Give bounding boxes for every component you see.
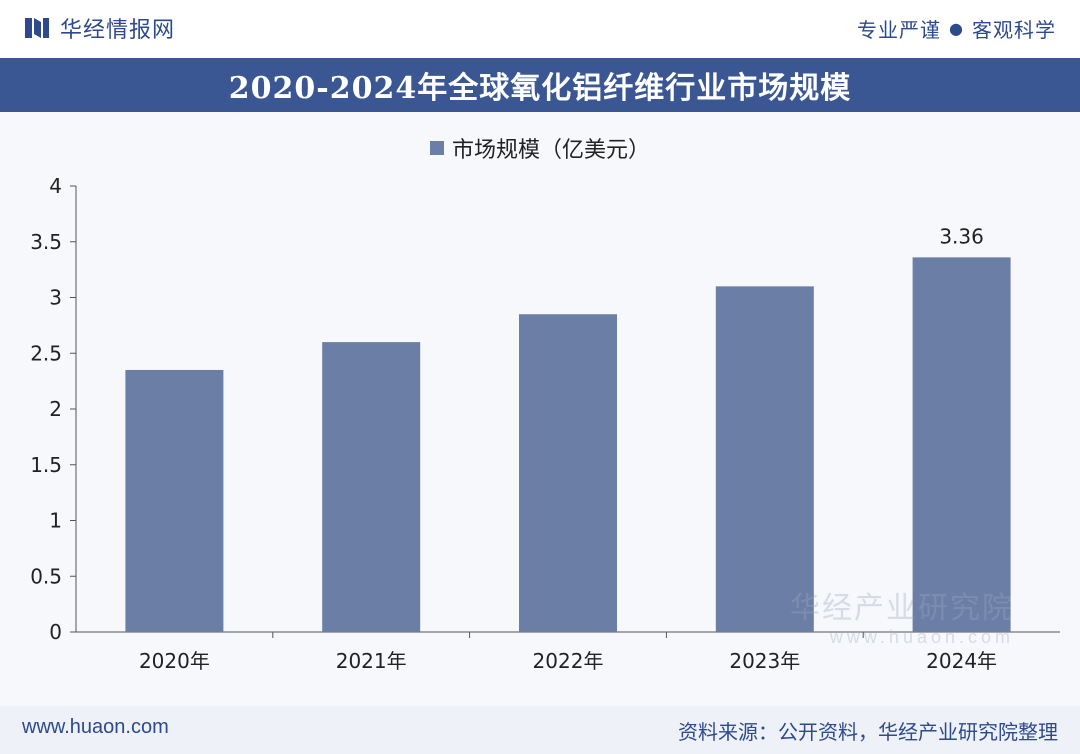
y-tick-label: 2.5 <box>30 341 62 365</box>
title-bar: 2020-2024年全球氧化铝纤维行业市场规模 <box>0 58 1080 112</box>
y-tick-label: 2 <box>49 397 62 421</box>
chart-area: 市场规模（亿美元） 0 0.5 1 1.5 2 2.5 3 3.5 4 2020年 2021年 202… <box>0 112 1080 706</box>
footer: www.huaon.com 资料来源：公开资料，华经产业研究院整理 <box>0 706 1080 754</box>
y-tick-label: 3 <box>49 286 62 310</box>
brand[interactable]: 华经情报网 <box>24 14 176 43</box>
y-tick-label: 0.5 <box>30 564 62 588</box>
legend: 市场规模（亿美元） <box>0 132 1080 164</box>
x-tick-label: 2022年 <box>533 649 604 673</box>
bar-chart: 0 0.5 1 1.5 2 2.5 3 3.5 4 2020年 2021年 2022年 2023年 202… <box>30 174 1060 673</box>
chart-title: 2020-2024年全球氧化铝纤维行业市场规模 <box>228 71 852 106</box>
bar-2 <box>519 314 617 632</box>
slogan: 专业严谨 ● 客观科学 <box>857 14 1056 42</box>
bar-1 <box>322 342 421 632</box>
bar-4 <box>912 257 1011 632</box>
legend-swatch <box>429 141 444 155</box>
slogan-left: 专业严谨 <box>857 17 942 42</box>
y-tick-label: 0 <box>49 620 62 644</box>
legend-label: 市场规模（亿美元） <box>451 138 650 163</box>
y-tick-label: 1 <box>49 509 62 533</box>
watermark: 华经产业研究院 www.huaon.com <box>790 583 1014 648</box>
footer-source: 资料来源：公开资料，华经产业研究院整理 <box>678 720 1058 744</box>
brand-logo-icon <box>25 18 49 38</box>
y-tick-label: 3.5 <box>30 230 62 254</box>
x-tick-label: 2021年 <box>336 649 407 673</box>
slogan-right: 客观科学 <box>972 17 1056 42</box>
bar-0 <box>125 369 224 632</box>
watermark-url: www.huaon.com <box>829 627 1014 647</box>
x-tick-label: 2024年 <box>926 649 997 673</box>
watermark-name: 华经产业研究院 <box>790 591 1014 626</box>
bar-3 <box>715 286 814 632</box>
y-tick-label: 1.5 <box>30 453 62 477</box>
slogan-dot: ● <box>949 18 964 38</box>
x-tick-label: 2020年 <box>139 649 210 673</box>
x-tick-label: 2023年 <box>729 649 800 673</box>
top-bar: 华经情报网 专业严谨 ● 客观科学 <box>0 0 1080 56</box>
footer-site-link[interactable]: www.huaon.com <box>22 716 169 738</box>
brand-name: 华经情报网 <box>60 18 176 43</box>
y-tick-label: 4 <box>49 174 62 198</box>
data-label: 3.36 <box>939 224 984 248</box>
